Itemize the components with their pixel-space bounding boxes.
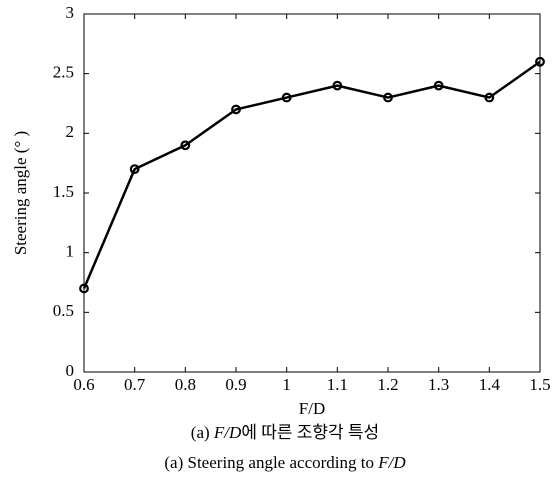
- data-marker: [383, 92, 393, 103]
- y-axis-label: Steering angle (° ): [11, 131, 30, 255]
- y-tick-label: 0.5: [53, 301, 74, 320]
- x-tick-label: 1.3: [428, 375, 449, 394]
- x-tick-label: 1: [282, 375, 291, 394]
- caption-korean: (a) F/D에 따른 조향각 특성: [191, 423, 379, 442]
- x-tick-label: 0.7: [124, 375, 146, 394]
- y-tick-label: 3: [66, 3, 75, 22]
- x-tick-label: 0.8: [175, 375, 196, 394]
- data-marker: [484, 92, 495, 103]
- y-tick-label: 0: [66, 361, 75, 380]
- x-tick-label: 1.4: [479, 375, 501, 394]
- caption-prefix: (a) Steering angle according to: [164, 453, 378, 472]
- data-marker: [180, 140, 191, 151]
- data-marker: [433, 80, 444, 91]
- caption-suffix: 에 따른 조향각 특성: [241, 423, 379, 442]
- caption-english: (a) Steering angle according to F/D: [164, 453, 406, 472]
- caption-italic: F/D: [377, 453, 406, 472]
- x-tick-label: 0.9: [225, 375, 246, 394]
- y-tick-label: 2.5: [53, 63, 74, 82]
- data-marker: [281, 92, 292, 103]
- y-tick-label: 2: [66, 122, 75, 141]
- x-tick-label: 1.2: [377, 375, 398, 394]
- y-tick-label: 1: [66, 242, 75, 261]
- x-axis-label: F/D: [299, 399, 325, 418]
- data-marker: [332, 80, 343, 91]
- caption-italic: F/D: [213, 423, 242, 442]
- data-marker: [231, 104, 241, 115]
- x-tick-label: 1.1: [327, 375, 348, 394]
- data-marker: [535, 56, 545, 67]
- data-marker: [129, 164, 140, 175]
- x-tick-label: 1.5: [529, 375, 550, 394]
- data-marker: [79, 283, 89, 294]
- x-tick-label: 0.6: [73, 375, 94, 394]
- caption-prefix: (a): [191, 423, 214, 442]
- plot-frame: [83, 13, 541, 373]
- data-line: [82, 60, 541, 289]
- y-tick-label: 1.5: [53, 182, 74, 201]
